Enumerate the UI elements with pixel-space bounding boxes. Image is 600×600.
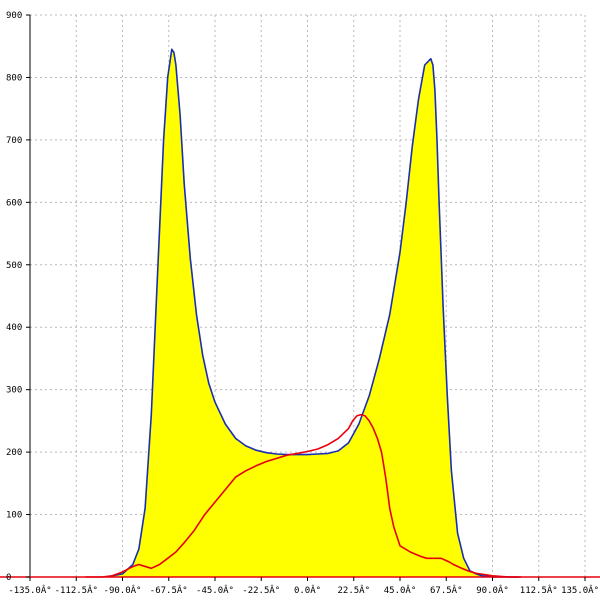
x-tick-label: 135.0Â° bbox=[561, 584, 599, 596]
x-tick-label: -67.5Â° bbox=[150, 584, 188, 596]
x-tick-label: -90.0Â° bbox=[104, 584, 142, 596]
series-1-line bbox=[85, 413, 522, 578]
x-tick-label: -22.5Â° bbox=[242, 584, 280, 596]
x-tick-label: -112.5Â° bbox=[55, 584, 98, 596]
series-layer bbox=[85, 48, 522, 578]
x-tick-label: 90.0Â° bbox=[476, 584, 509, 596]
axes bbox=[0, 14, 600, 581]
y-tick-label: 800 bbox=[6, 73, 22, 83]
tick-labels: 0 100 200 300 400 500 600 700 800 900 -135.0Â° -112… bbox=[6, 11, 599, 596]
x-tick-label: -45.0Â° bbox=[196, 584, 234, 596]
y-tick-label: 600 bbox=[6, 198, 22, 208]
x-tick-label: -135.0Â° bbox=[8, 584, 51, 596]
x-tick-label: 67.5Â° bbox=[430, 584, 463, 596]
y-tick-label: 400 bbox=[6, 323, 22, 333]
y-tick-label: 700 bbox=[6, 136, 22, 146]
series-0-area bbox=[106, 49, 520, 578]
y-tick-label: 100 bbox=[6, 511, 22, 521]
series-0-line bbox=[105, 48, 520, 578]
x-tick-label: 112.5Â° bbox=[520, 584, 558, 596]
y-tick-label: 0 bbox=[6, 573, 11, 583]
x-tick-label: 22.5Â° bbox=[337, 584, 370, 596]
x-tick-label: 0.0Â° bbox=[294, 584, 321, 596]
x-tick-label: 45.0Â° bbox=[384, 584, 417, 596]
y-tick-label: 500 bbox=[6, 261, 22, 271]
y-tick-label: 200 bbox=[6, 448, 22, 458]
y-tick-label: 900 bbox=[6, 11, 22, 21]
y-tick-label: 300 bbox=[6, 386, 22, 396]
